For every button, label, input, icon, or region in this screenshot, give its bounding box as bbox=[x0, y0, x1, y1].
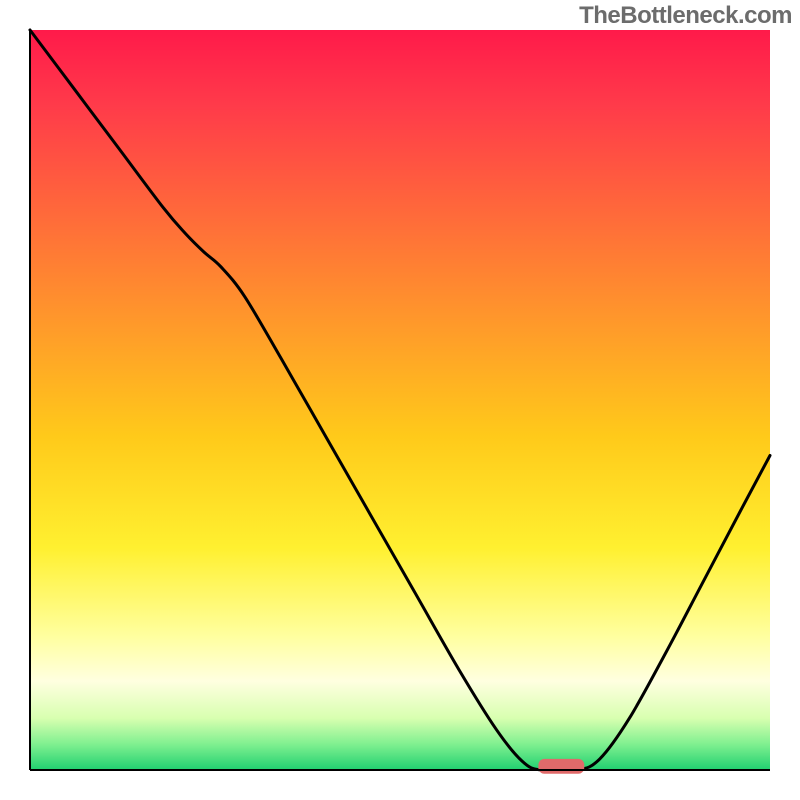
bottleneck-chart bbox=[0, 0, 800, 800]
watermark-label: TheBottleneck.com bbox=[579, 2, 792, 30]
plot-background bbox=[30, 30, 770, 770]
chart-container: TheBottleneck.com bbox=[0, 0, 800, 800]
optimal-marker bbox=[538, 759, 584, 774]
